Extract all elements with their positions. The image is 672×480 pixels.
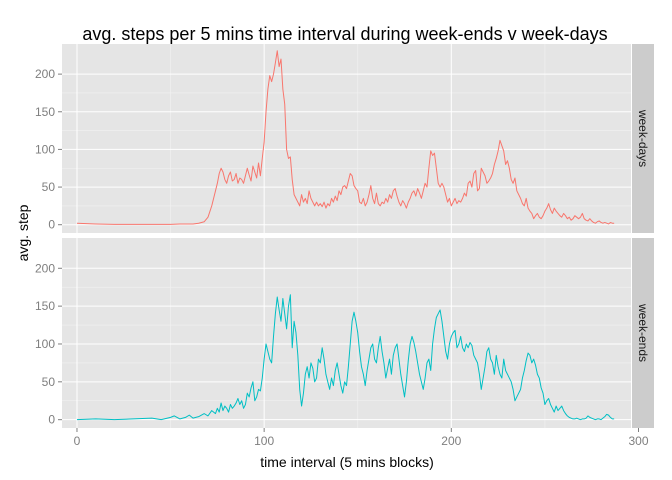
y-tick-label: 0 [48, 413, 55, 427]
y-tick-label: 100 [35, 142, 55, 156]
y-tick-label: 100 [35, 337, 55, 351]
y-tick-label: 150 [35, 299, 55, 313]
y-tick-label: 0 [48, 218, 55, 232]
facet-panels: 0 50 100 150 200 week-days 0 50 100 150 200 week-en… [35, 44, 654, 448]
y-tick-label: 50 [42, 375, 56, 389]
facet-strip-label: week-ends [636, 303, 650, 362]
y-tick-label: 50 [42, 180, 56, 194]
x-tick-label: 300 [628, 434, 648, 448]
facet-strip-label: week-days [636, 109, 650, 167]
x-axis-title: time interval (5 mins blocks) [260, 454, 434, 470]
y-axis-title: avg. step [15, 204, 31, 261]
facet-panel-1: 0 50 100 150 200 week-ends [35, 238, 654, 428]
chart-title: avg. steps per 5 mins time interval duri… [82, 24, 607, 44]
series-line-week-days [76, 50, 615, 225]
panel-background [62, 238, 631, 428]
y-tick-label: 200 [35, 261, 55, 275]
facet-strip [632, 238, 654, 428]
x-tick-label: 100 [254, 434, 274, 448]
series-line-week-ends [76, 294, 615, 421]
y-tick-label: 200 [35, 67, 55, 81]
panel-background [62, 44, 631, 233]
x-tick-label: 0 [74, 434, 81, 448]
y-tick-label: 150 [35, 105, 55, 119]
x-tick-label: 200 [441, 434, 461, 448]
facet-strip [632, 44, 654, 233]
facet-panel-0: 0 50 100 150 200 week-days [35, 44, 654, 233]
